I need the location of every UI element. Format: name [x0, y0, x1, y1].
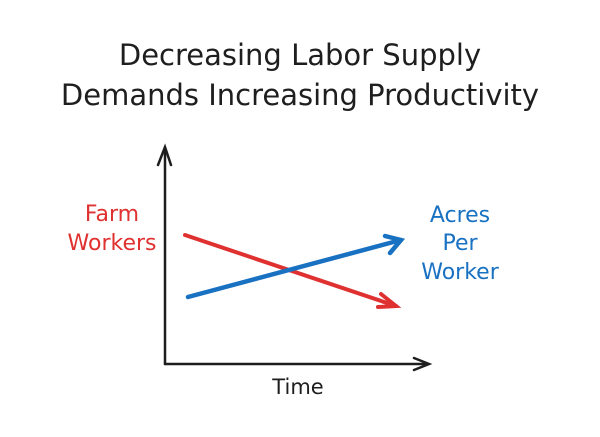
x-axis-arrowhead	[412, 356, 433, 372]
acres-per-worker-label-2: Per	[442, 231, 478, 256]
y-axis-arrowhead	[156, 143, 173, 167]
y-axis	[156, 143, 173, 366]
acres-per-worker-label-1: Acres	[430, 203, 490, 228]
farm-workers-label-2: Workers	[68, 231, 157, 256]
acres-per-worker-label-3: Worker	[421, 260, 499, 285]
series-acres-per-worker-line	[185, 233, 406, 300]
title-line-2: Demands Increasing Productivity	[61, 78, 539, 112]
x-axis-label: Time	[271, 375, 323, 399]
x-axis	[163, 356, 433, 372]
farm-workers-label-1: Farm	[85, 202, 139, 227]
title-line-1: Decreasing Labor Supply	[119, 38, 481, 72]
